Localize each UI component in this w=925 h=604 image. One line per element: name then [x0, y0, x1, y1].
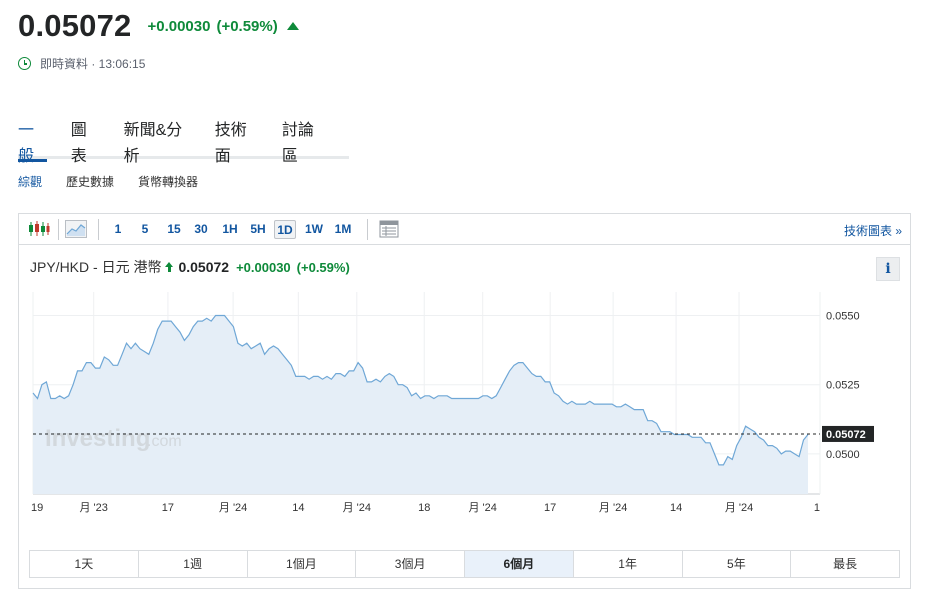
table-icon[interactable]	[379, 219, 399, 239]
tab-4[interactable]: 討論區	[281, 122, 314, 165]
x-tick-label: 月 '24	[343, 502, 371, 514]
clock-icon	[18, 57, 31, 70]
range-button[interactable]: 1週	[139, 551, 248, 577]
x-tick-label: 月 '24	[725, 502, 753, 514]
price-chart[interactable]: Investing.com 0.0550 0.0525 0.0500 0.05072 19…	[19, 214, 910, 544]
x-tick-label: 17	[544, 502, 556, 514]
x-tick-label: 1	[814, 502, 820, 514]
toolbar-divider	[367, 219, 368, 240]
chart-toolbar: 1 5 15 30 1H 5H 1D 1W 1M 技術圖表 »	[19, 214, 910, 245]
range-button[interactable]: 1年	[574, 551, 683, 577]
last-price: 0.05072	[18, 8, 132, 43]
realtime-status: 即時資料 · 13:06:15	[18, 55, 145, 72]
interval-button[interactable]: 1	[114, 222, 122, 236]
pair-change-percent: (+0.59%)	[296, 259, 350, 275]
price-line	[32, 314, 809, 466]
tab-1[interactable]: 圖表	[70, 122, 87, 165]
interval-button[interactable]: 5	[141, 222, 149, 236]
range-button[interactable]: 6個月	[465, 551, 574, 577]
range-button[interactable]: 3個月	[356, 551, 465, 577]
subtab-2[interactable]: 貨幣轉換器	[138, 175, 199, 189]
interval-button[interactable]: 30	[194, 222, 208, 236]
pair-summary: JPY/HKD - 日元 港幣 0.05072 +0.00030 (+0.59%…	[30, 257, 350, 277]
up-arrow-icon	[286, 22, 299, 30]
tech-chart-link[interactable]: 技術圖表 »	[843, 224, 902, 238]
interval-button[interactable]: 1W	[305, 222, 323, 236]
chart-widget: 1 5 15 30 1H 5H 1D 1W 1M 技術圖表 » JPY/HKD - 日元 港幣 …	[18, 213, 911, 589]
toolbar-divider	[98, 219, 99, 240]
subtab-1[interactable]: 歷史數據	[66, 175, 115, 189]
pair-name: JPY/HKD - 日元 港幣	[30, 259, 162, 275]
tab-3[interactable]: 技術面	[214, 122, 247, 165]
main-tabs: 一般 圖表 新聞&分析 技術面 討論區	[18, 118, 349, 165]
pair-price: 0.05072	[178, 259, 230, 275]
pair-change: +0.00030	[236, 259, 291, 275]
range-button[interactable]: 最長	[833, 557, 858, 571]
realtime-label: 即時資料 · 13:06:15	[40, 57, 146, 71]
time-range-selector: 1天 1週 1個月 3個月 6個月 1年 5年 最長	[29, 550, 900, 578]
x-tick-label: 月 '24	[469, 502, 497, 514]
x-tick-label: 18	[418, 502, 430, 514]
x-tick-label: 19	[31, 502, 43, 514]
x-tick-label: 月 '24	[219, 502, 247, 514]
y-tick-label: 0.0500	[826, 449, 860, 461]
quote-header: 0.05072 +0.00030 (+0.59%)	[18, 8, 299, 44]
candlestick-icon[interactable]	[27, 219, 51, 239]
interval-button[interactable]: 1D	[274, 220, 296, 239]
watermark-suffix: .com	[147, 433, 182, 450]
price-change-percent: (+0.59%)	[216, 17, 278, 35]
last-price-label: 0.05072	[826, 429, 866, 441]
up-arrow-icon	[165, 262, 174, 272]
range-button[interactable]: 1個月	[248, 551, 357, 577]
subtab-0[interactable]: 綜觀	[18, 175, 43, 189]
range-button[interactable]: 5年	[683, 551, 792, 577]
watermark-logo: Investing	[45, 425, 150, 452]
sub-tabs: 綜觀 歷史數據 貨幣轉換器	[18, 173, 222, 190]
area-chart-icon[interactable]	[65, 219, 87, 239]
interval-button[interactable]: 5H	[250, 222, 266, 236]
x-tick-label: 14	[292, 502, 304, 514]
interval-button[interactable]: 15	[167, 222, 181, 236]
x-tick-label: 14	[670, 502, 682, 514]
price-area	[33, 315, 808, 494]
y-tick-label: 0.0525	[826, 380, 860, 392]
interval-button[interactable]: 1H	[222, 222, 238, 236]
x-tick-label: 月 '24	[599, 502, 627, 514]
toolbar-divider	[58, 219, 59, 240]
tab-2[interactable]: 新聞&分析	[123, 122, 183, 165]
interval-button[interactable]: 1M	[334, 222, 352, 236]
range-button[interactable]: 1天	[30, 551, 139, 577]
last-price-tag	[822, 425, 874, 442]
info-button[interactable]: i	[876, 257, 900, 281]
price-change: +0.00030	[147, 17, 211, 35]
x-tick-label: 月 '23	[80, 502, 108, 514]
tab-0[interactable]: 一般	[18, 118, 47, 165]
x-tick-label: 17	[162, 502, 174, 514]
y-tick-label: 0.0550	[826, 311, 860, 323]
